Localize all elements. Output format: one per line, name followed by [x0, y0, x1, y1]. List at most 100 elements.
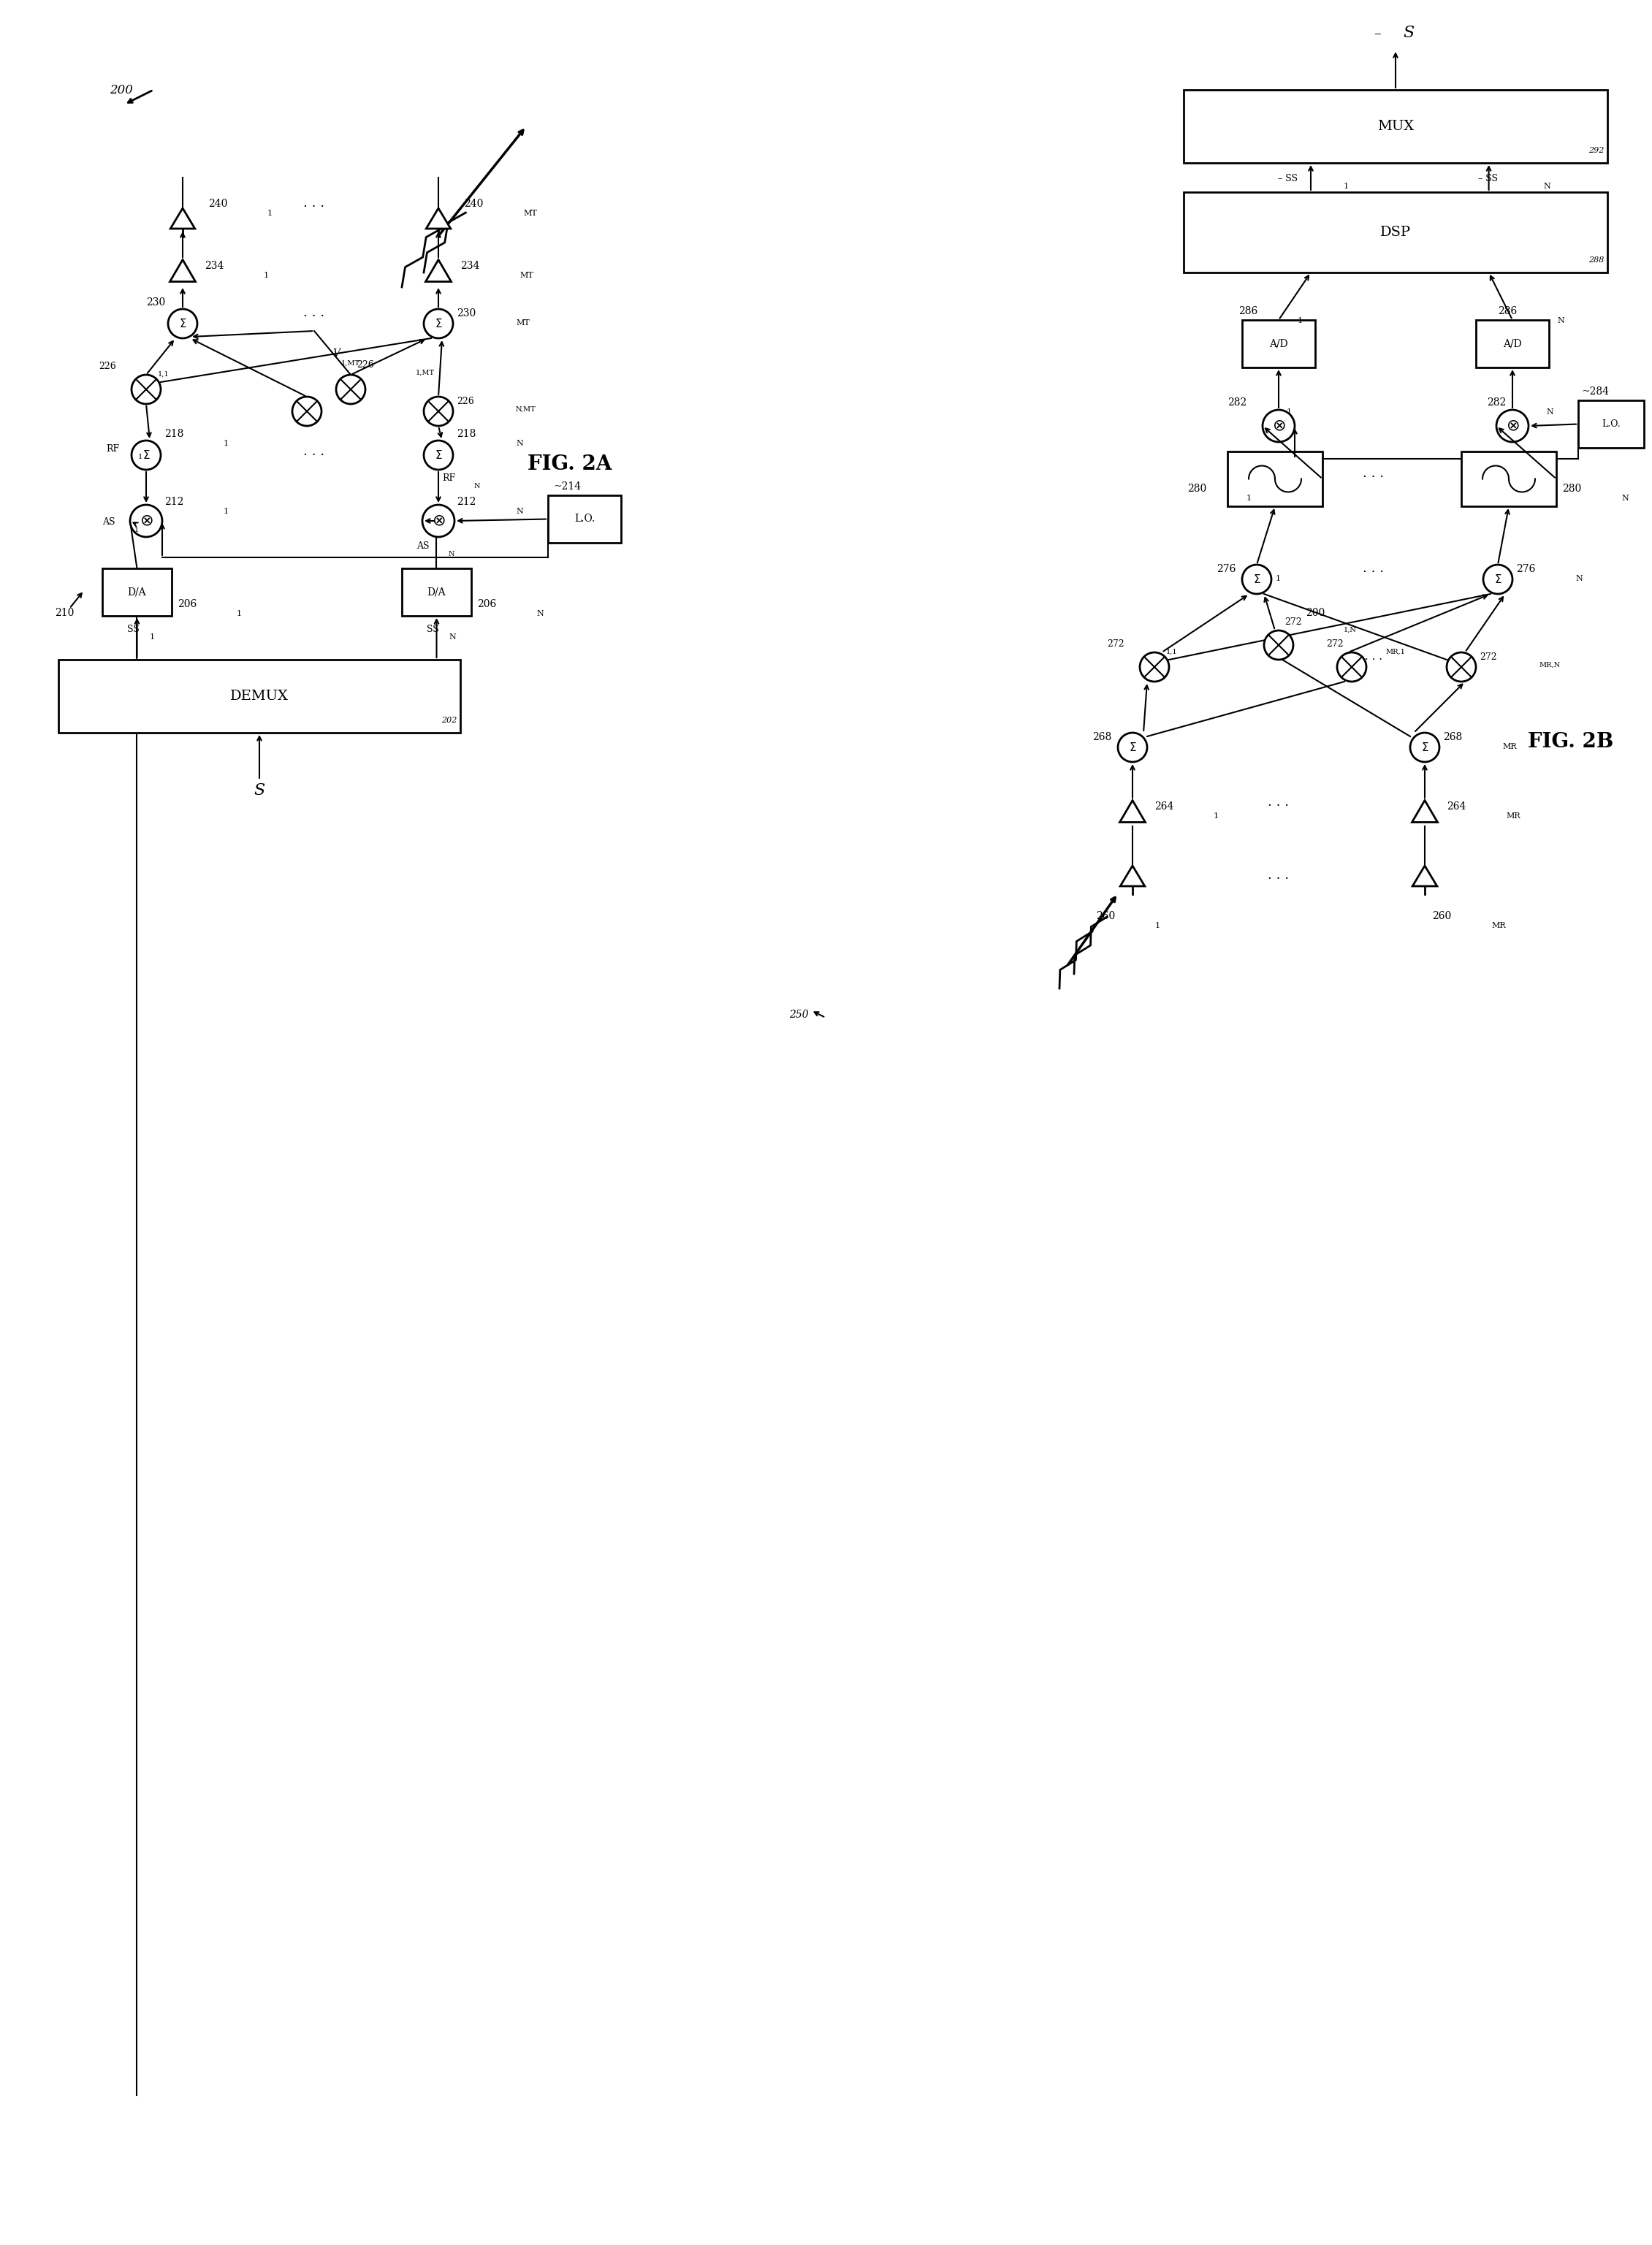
Circle shape [423, 505, 454, 537]
Text: A/D: A/D [1269, 339, 1289, 348]
Bar [548, 496, 621, 543]
Text: 1: 1 [1247, 494, 1252, 503]
Text: 1: 1 [134, 528, 139, 534]
Text: $\otimes$: $\otimes$ [139, 512, 154, 530]
Polygon shape [426, 209, 451, 229]
Circle shape [1411, 732, 1439, 761]
Text: 234: 234 [205, 260, 225, 272]
Text: . . .: . . . [1363, 467, 1384, 480]
Text: MR: MR [1492, 923, 1505, 929]
Text: 268: 268 [1444, 732, 1462, 743]
Text: 240: 240 [208, 200, 228, 209]
Text: – SS: – SS [1479, 173, 1498, 184]
Circle shape [1483, 566, 1513, 595]
Text: 1: 1 [139, 453, 142, 460]
Text: 272: 272 [1285, 617, 1302, 626]
Text: $\Sigma$: $\Sigma$ [142, 449, 150, 460]
Text: N: N [1621, 494, 1629, 503]
Circle shape [1242, 566, 1272, 595]
Text: N: N [449, 550, 454, 557]
Circle shape [169, 310, 197, 339]
Polygon shape [1120, 867, 1145, 887]
Text: 276: 276 [1517, 563, 1535, 575]
Text: N: N [1576, 575, 1583, 581]
Text: $\Sigma$: $\Sigma$ [178, 319, 187, 330]
Text: DEMUX: DEMUX [230, 689, 289, 703]
Circle shape [425, 440, 453, 469]
Text: A/D: A/D [1503, 339, 1521, 348]
Bar [1462, 451, 1556, 507]
Text: 230: 230 [456, 308, 476, 319]
Text: $\Sigma$: $\Sigma$ [434, 449, 443, 460]
Text: L.O.: L.O. [1602, 420, 1621, 429]
Circle shape [335, 375, 365, 404]
Text: 1: 1 [1297, 317, 1303, 323]
Text: 292: 292 [1588, 146, 1604, 155]
Text: 260: 260 [1095, 911, 1115, 920]
Text: 264: 264 [1155, 801, 1173, 813]
Text: SS: SS [127, 624, 139, 633]
Text: 1,MT: 1,MT [416, 370, 434, 377]
Text: 272: 272 [1480, 653, 1497, 662]
Text: 1: 1 [1343, 182, 1350, 191]
Text: 240: 240 [464, 200, 484, 209]
Text: $\Sigma$: $\Sigma$ [1252, 572, 1260, 586]
Bar [1578, 400, 1644, 447]
Bar [1242, 321, 1315, 368]
Text: . . .: . . . [1269, 869, 1289, 882]
Text: 212: 212 [456, 496, 476, 507]
Text: 1,1: 1,1 [159, 370, 169, 377]
Text: MT: MT [519, 272, 534, 278]
Circle shape [1447, 653, 1475, 682]
Polygon shape [1412, 799, 1437, 822]
Circle shape [1336, 653, 1366, 682]
Text: 1: 1 [1214, 813, 1219, 819]
Polygon shape [170, 209, 195, 229]
Text: 1: 1 [1287, 409, 1292, 415]
Text: RF: RF [443, 474, 456, 483]
Text: 282: 282 [1487, 397, 1507, 409]
Text: 280: 280 [1188, 483, 1206, 494]
Text: MT: MT [515, 319, 530, 326]
Text: D/A: D/A [428, 586, 446, 597]
Text: D/A: D/A [127, 586, 147, 597]
Text: DSP: DSP [1379, 227, 1411, 238]
Text: N: N [474, 483, 481, 489]
Bar [1183, 90, 1607, 164]
Text: 206: 206 [177, 599, 197, 608]
Text: RF: RF [106, 445, 119, 453]
Circle shape [132, 440, 160, 469]
Text: 1: 1 [1155, 923, 1160, 929]
Circle shape [1118, 732, 1146, 761]
Text: 286: 286 [1498, 305, 1517, 317]
Text: MR,1: MR,1 [1386, 649, 1404, 656]
Text: MUX: MUX [1378, 119, 1414, 132]
Text: 280: 280 [1563, 483, 1581, 494]
Text: AS: AS [416, 541, 430, 550]
Text: $\Sigma$: $\Sigma$ [1493, 572, 1502, 586]
Text: 286: 286 [1239, 305, 1257, 317]
Polygon shape [1120, 799, 1145, 822]
Text: – SS: – SS [1279, 173, 1297, 184]
Polygon shape [426, 260, 451, 281]
Circle shape [1262, 411, 1295, 442]
Text: 206: 206 [477, 599, 496, 608]
Text: 226: 226 [99, 361, 116, 370]
Text: 1: 1 [236, 611, 241, 617]
Circle shape [292, 397, 322, 427]
Text: $\Sigma$: $\Sigma$ [1421, 741, 1429, 754]
Text: . . .: . . . [304, 305, 325, 319]
Text: 250: 250 [790, 1010, 808, 1019]
Polygon shape [1412, 867, 1437, 887]
Text: 1: 1 [149, 633, 155, 640]
Bar [1183, 193, 1607, 272]
Text: $\otimes$: $\otimes$ [1272, 418, 1285, 433]
Text: ~214: ~214 [553, 480, 582, 492]
Circle shape [131, 505, 162, 537]
Text: MT: MT [524, 209, 537, 218]
Text: . . .: . . . [1269, 795, 1289, 808]
Text: 282: 282 [1227, 397, 1247, 409]
Text: L.O.: L.O. [575, 514, 595, 523]
Bar [401, 568, 471, 615]
Bar [1475, 321, 1550, 368]
